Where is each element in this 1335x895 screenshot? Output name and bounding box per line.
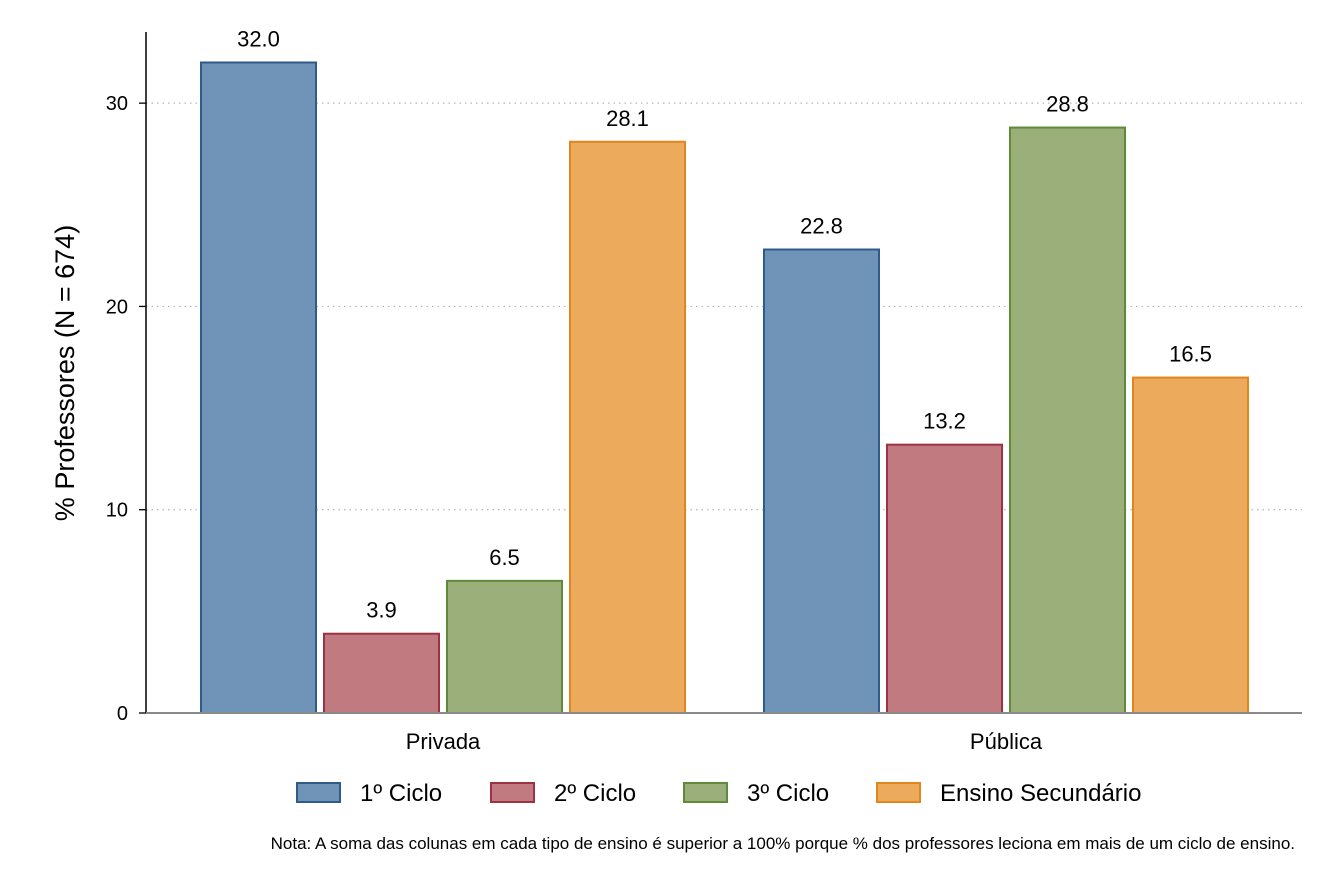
data-label: 22.8	[800, 214, 843, 239]
data-label: 13.2	[923, 409, 966, 434]
y-tick-label-0: 0	[117, 703, 128, 725]
bars	[200, 61, 1249, 715]
legend-swatch	[490, 782, 535, 803]
x-category-label: Pública	[970, 729, 1043, 754]
data-label: 16.5	[1169, 342, 1212, 367]
value-labels: 32.0 3.9 6.5 28.1 22.8 13.2 28.8 16.5	[237, 26, 1212, 622]
chart-note: Nota: A soma das colunas em cada tipo de…	[271, 834, 1295, 853]
legend-label: 2º Ciclo	[554, 780, 636, 807]
data-label: 28.8	[1046, 92, 1089, 117]
legend-item-4: Ensino Secundário	[876, 780, 1141, 807]
legend: 1º Ciclo 2º Ciclo 3º Ciclo Ensino Secundári…	[296, 780, 1141, 807]
y-tick-label-30: 30	[106, 93, 128, 115]
legend-item-2: 2º Ciclo	[490, 780, 636, 807]
legend-label: 1º Ciclo	[360, 780, 442, 807]
data-label: 28.1	[606, 106, 649, 131]
bar-privada-4	[569, 140, 686, 714]
data-label: 6.5	[489, 545, 520, 570]
legend-label: Ensino Secundário	[940, 780, 1141, 807]
x-category-label: Privada	[406, 729, 481, 754]
data-label: 3.9	[366, 598, 397, 623]
bar-privada-1	[200, 61, 317, 714]
data-label: 32.0	[237, 26, 280, 51]
bar-publica-3	[1009, 126, 1126, 715]
legend-item-3: 3º Ciclo	[683, 780, 829, 807]
bar-privada-3	[446, 579, 563, 714]
bar-privada-2	[323, 632, 440, 715]
legend-swatch	[683, 782, 728, 803]
y-tick-label-10: 10	[106, 500, 128, 522]
bar-publica-2	[886, 443, 1003, 714]
legend-item-1: 1º Ciclo	[296, 780, 442, 807]
bar-publica-4	[1132, 376, 1249, 714]
legend-swatch	[876, 782, 921, 803]
y-axis-title: % Professores (N = 674)	[50, 225, 80, 521]
y-tick-label-20: 20	[106, 296, 128, 318]
legend-label: 3º Ciclo	[747, 780, 829, 807]
axes: 0 10 20 30 Privada Pública	[106, 32, 1302, 754]
legend-swatch	[296, 782, 341, 803]
gridlines	[146, 102, 1302, 511]
bar-publica-1	[763, 248, 880, 714]
